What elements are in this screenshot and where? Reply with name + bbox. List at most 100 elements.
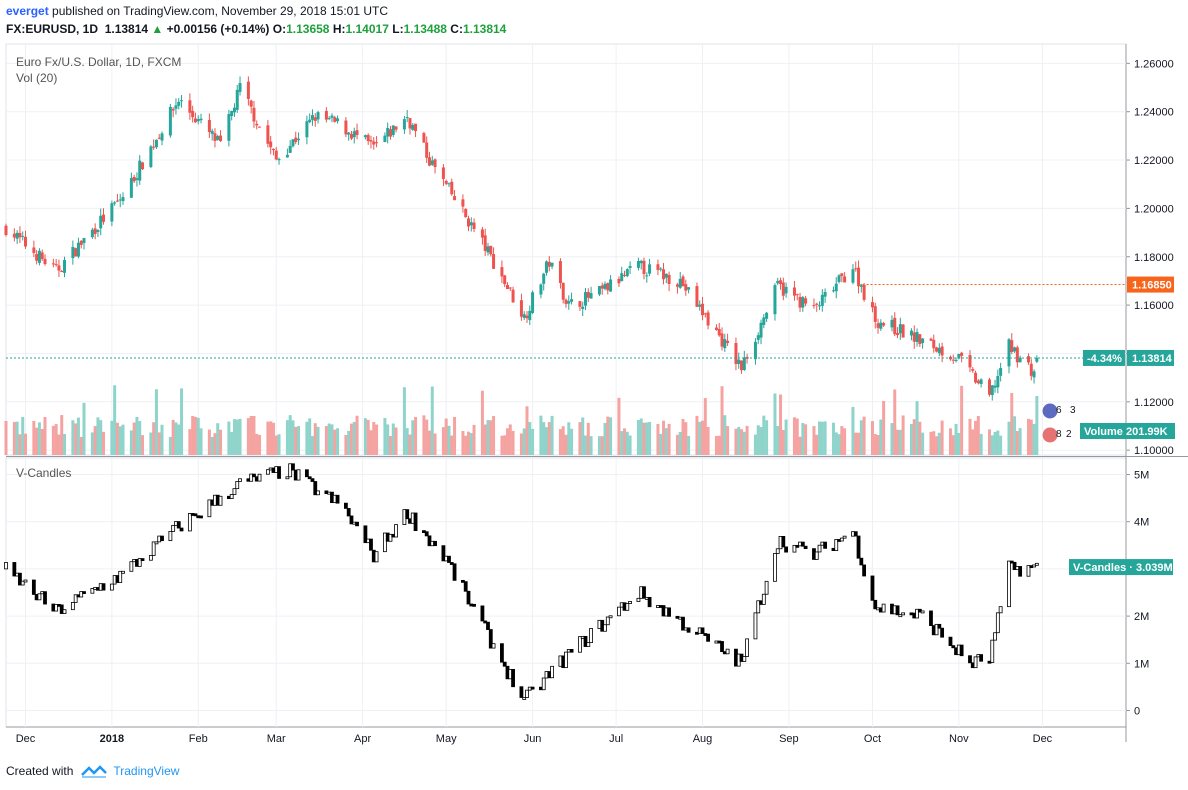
price-candle [483,235,487,251]
price-candle [570,299,574,302]
event-count: 2 [1066,429,1072,440]
volume-bar [238,418,242,455]
price-candle [675,284,679,287]
price-candle [464,209,468,218]
price-candle [600,285,604,289]
volume-bar [51,425,55,455]
price-candle [18,232,22,238]
v-candle [915,608,919,619]
price-candle [472,222,476,229]
price-candle [238,83,242,92]
price-candle [96,230,100,233]
price-candle [24,236,28,247]
price-candle [216,135,220,140]
volume-bar [32,420,36,455]
v-candle [232,488,237,495]
volume-bar [834,432,838,455]
economic-events-icon: 6 3 8 2 [1041,402,1076,444]
v-candle [20,580,25,586]
volume-bar [24,433,28,455]
price-candle [857,267,861,287]
price-candle [684,284,688,291]
price-candle [840,273,844,277]
price-candle [90,229,94,238]
price-candle [269,141,273,148]
v-candle [335,494,340,504]
price-candle [408,118,412,129]
volume-bar [581,417,585,455]
volume-bar [305,421,309,455]
volume-bar [951,435,955,455]
price-candle [246,81,250,99]
price-candle [759,322,763,338]
tradingview-brand-link[interactable]: TradingView [113,764,180,778]
price-candle [620,273,624,282]
volume-bar [174,422,178,455]
volume-bar [734,428,738,455]
price-candle [609,279,613,292]
volume-bar [792,417,796,455]
volume-bar [363,418,367,455]
v-candle [176,521,181,529]
price-candle [274,150,278,160]
v-candle [583,635,588,647]
volume-bar [450,435,454,455]
volume-bar [249,415,253,455]
volume-bar [815,434,819,455]
price-candle [327,118,331,120]
volume-bar [121,424,125,455]
volume-bar [804,424,808,455]
volume-bar [960,385,964,455]
volume-bar [979,433,983,455]
volume-bar [1018,428,1022,455]
price-candle [773,285,777,315]
volume-bar [717,435,721,455]
volume-bar [40,428,44,455]
price-candle [174,105,178,109]
v-candle [853,531,858,537]
volume-bar [90,432,94,455]
v-candle [179,527,184,532]
y-tick-label: 4M [1134,517,1149,529]
v-candle [59,604,64,614]
v-candle [968,655,972,664]
volume-bar [152,422,156,455]
v-candle [307,476,312,480]
pct-change-badge [1083,349,1125,366]
v-candle [388,533,393,542]
price-candle [277,159,281,161]
us-flag-icon [1041,426,1059,444]
v-candle [257,473,262,482]
price-candle [188,100,192,113]
volume-bar [461,430,465,455]
close-value: 1.13814 [462,22,507,36]
price-candle [405,117,409,119]
price-candle [349,134,353,139]
volume-bar [466,431,470,455]
price-candle [453,196,457,201]
volume-bar [873,434,877,455]
price-candle [121,197,125,202]
volume-bar [937,432,941,455]
volume-bar [779,394,783,455]
price-candle [199,118,203,121]
v-candle [480,605,485,622]
price-candle [219,135,223,142]
y-tick-label: 5M [1134,470,1149,482]
x-tick-label: Dec [16,733,36,745]
v-candles-badge [1069,559,1173,576]
v-candle [4,562,8,570]
volume-bar [525,406,529,455]
volume-bar [623,428,627,455]
price-candle [138,160,142,181]
volume-bar [483,424,487,455]
price-candle [915,331,919,342]
v-candle [1034,562,1039,566]
author-link[interactable]: everget [6,4,49,18]
price-candle [235,89,239,110]
volume-bar [974,420,978,455]
volume-bar [503,435,507,455]
price-candle [873,306,877,322]
volume-bar [352,421,356,455]
